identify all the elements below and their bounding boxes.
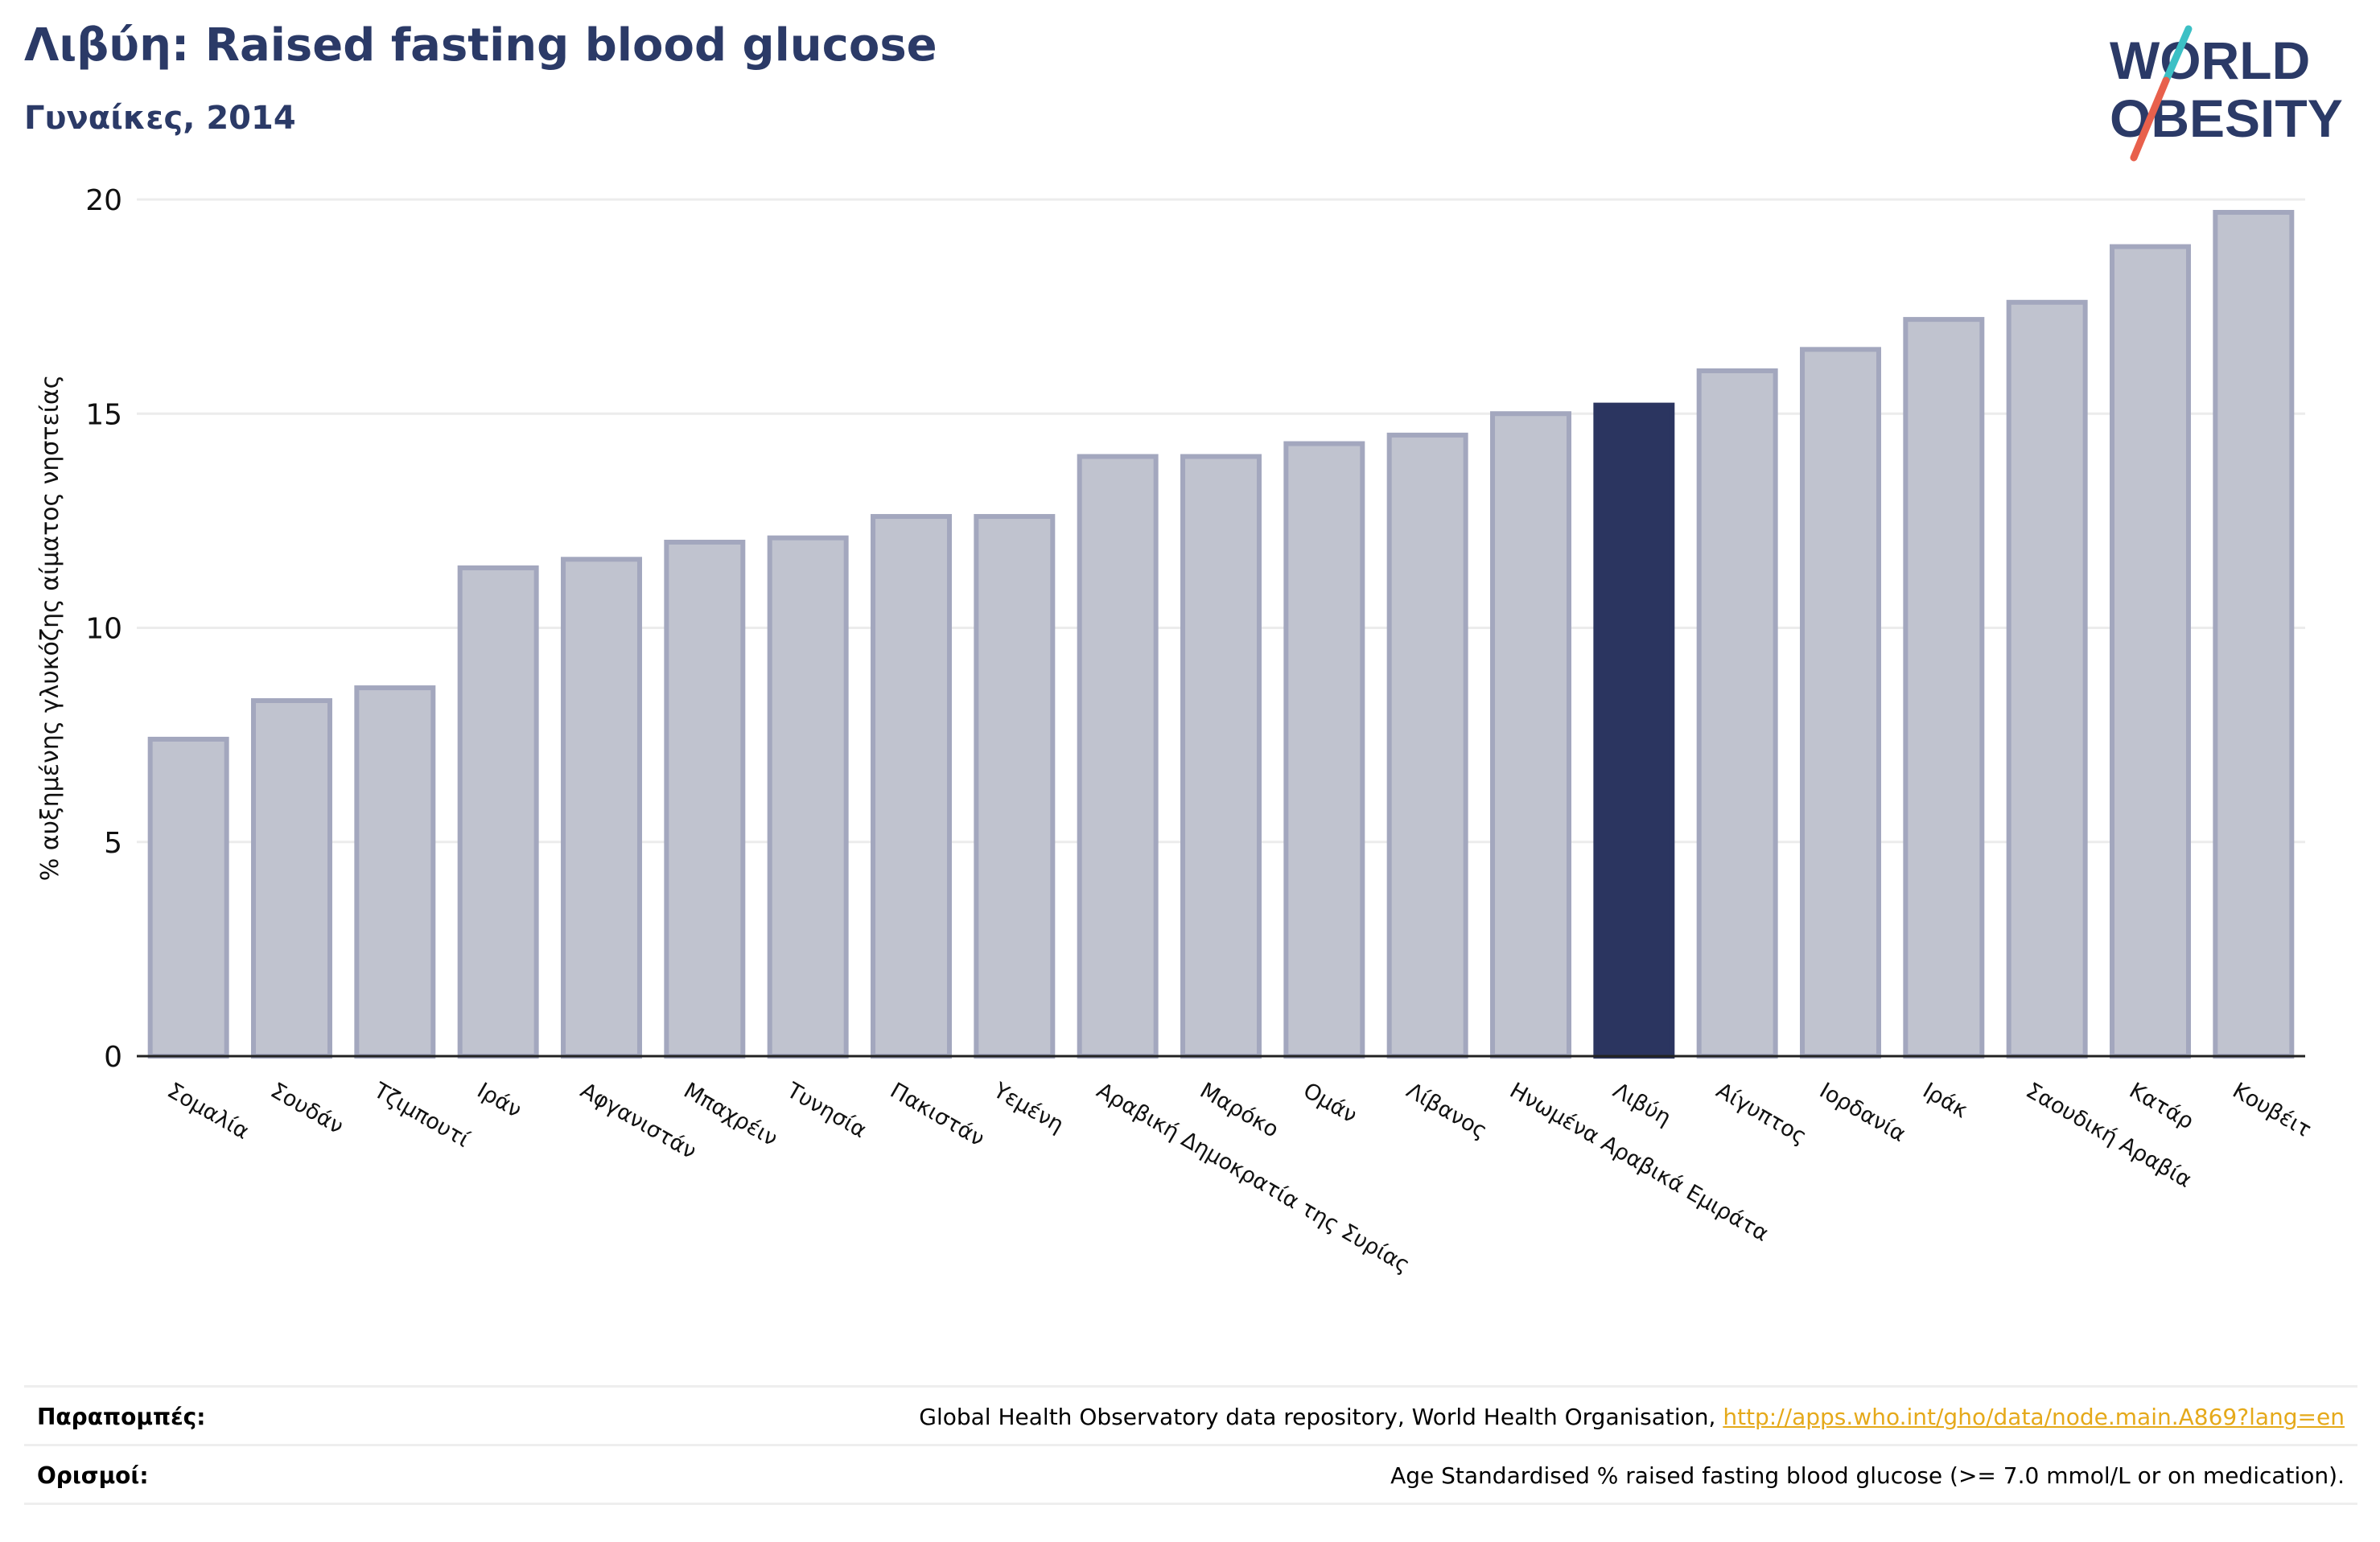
definitions-label: Ορισμοί: bbox=[37, 1462, 149, 1489]
bar bbox=[1696, 368, 1778, 1059]
x-tick-label: Πακιστάν bbox=[886, 1078, 989, 1152]
x-tick-label: Σαουδική Αραβία bbox=[2022, 1078, 2196, 1193]
references-link[interactable]: http://apps.who.int/gho/data/node.main.A… bbox=[1723, 1404, 2345, 1430]
y-tick-label: 20 bbox=[85, 184, 122, 217]
logo-slash-red bbox=[2130, 76, 2170, 162]
x-tick-label: Λιβύη bbox=[1608, 1078, 1675, 1131]
y-tick-label: 15 bbox=[85, 398, 122, 431]
bar-chart: 0 5 10 15 20 Σομαλία Σουδάν Τζιμπουτί Ιράν Αφγαν… bbox=[36, 184, 2316, 1278]
bar bbox=[974, 514, 1056, 1059]
page-subtitle: Γυναίκες, 2014 bbox=[24, 100, 296, 137]
world-obesity-logo: WORLD OBESITY bbox=[2110, 25, 2343, 162]
definitions-value: Age Standardised % raised fasting blood … bbox=[1390, 1462, 2345, 1489]
bar bbox=[561, 557, 642, 1059]
y-axis-ticks: 0 5 10 15 20 bbox=[85, 184, 122, 1074]
x-tick-label: Αφγανιστάν bbox=[576, 1078, 701, 1164]
y-tick-label: 5 bbox=[104, 827, 122, 860]
references-label: Παραπομπές: bbox=[37, 1404, 206, 1430]
bar bbox=[1077, 454, 1159, 1059]
y-axis-label: % αυξημένης γλυκόζης αίματος νηστείας bbox=[36, 375, 64, 881]
x-tick-label: Κουβέιτ bbox=[2228, 1078, 2315, 1142]
bar bbox=[457, 565, 539, 1059]
bar bbox=[2006, 299, 2088, 1059]
x-tick-label: Κατάρ bbox=[2125, 1078, 2198, 1134]
bar bbox=[1386, 432, 1468, 1059]
y-tick-label: 10 bbox=[85, 613, 122, 646]
y-tick-label: 0 bbox=[104, 1041, 122, 1074]
bar bbox=[871, 514, 952, 1059]
bar-highlight bbox=[1593, 402, 1675, 1059]
bar bbox=[2110, 244, 2191, 1059]
x-tick-label: Τυνησία bbox=[782, 1078, 871, 1144]
references-value: Global Health Observatory data repositor… bbox=[919, 1404, 2345, 1430]
bar bbox=[1490, 411, 1571, 1059]
bars bbox=[147, 209, 2295, 1059]
x-tick-label: Σουδάν bbox=[266, 1078, 348, 1139]
x-tick-label: Αίγυπτος bbox=[1712, 1078, 1811, 1149]
bar bbox=[251, 698, 332, 1059]
bar bbox=[767, 535, 849, 1059]
bar bbox=[664, 540, 746, 1059]
x-tick-label: Ομάν bbox=[1299, 1078, 1361, 1129]
x-tick-label: Υεμένη bbox=[988, 1078, 1068, 1138]
bar bbox=[1283, 441, 1365, 1059]
references-text: Global Health Observatory data repositor… bbox=[919, 1404, 1723, 1430]
bar bbox=[147, 736, 229, 1059]
footer: Παραπομπές: Global Health Observatory da… bbox=[24, 1385, 2357, 1505]
references-row: Παραπομπές: Global Health Observatory da… bbox=[24, 1385, 2357, 1444]
x-tick-label: Μαρόκο bbox=[1196, 1078, 1283, 1142]
bar bbox=[354, 685, 436, 1059]
bar bbox=[1903, 317, 1985, 1059]
bar bbox=[1180, 454, 1262, 1059]
bar bbox=[1800, 347, 1881, 1059]
x-tick-label: Λίβανος bbox=[1402, 1078, 1492, 1144]
logo-slash-teal bbox=[2162, 25, 2193, 84]
x-tick-label: Ιράν bbox=[473, 1078, 526, 1123]
definitions-row: Ορισμοί: Age Standardised % raised fasti… bbox=[24, 1444, 2357, 1505]
x-axis-labels: Σομαλία Σουδάν Τζιμπουτί Ιράν ΑφγανιστάνΜπαχ… bbox=[163, 1078, 2316, 1278]
x-tick-label: Ιορδανία bbox=[1815, 1078, 1910, 1147]
x-tick-label: Ιράκ bbox=[1918, 1078, 1972, 1123]
x-tick-label: Τζιμπουτί bbox=[369, 1078, 473, 1153]
x-tick-label: Σομαλία bbox=[163, 1078, 253, 1145]
logo-line-1: WORLD bbox=[2110, 31, 2310, 90]
bar bbox=[2213, 209, 2295, 1059]
page-title: Λιβύη: Raised fasting blood glucose bbox=[24, 19, 937, 72]
